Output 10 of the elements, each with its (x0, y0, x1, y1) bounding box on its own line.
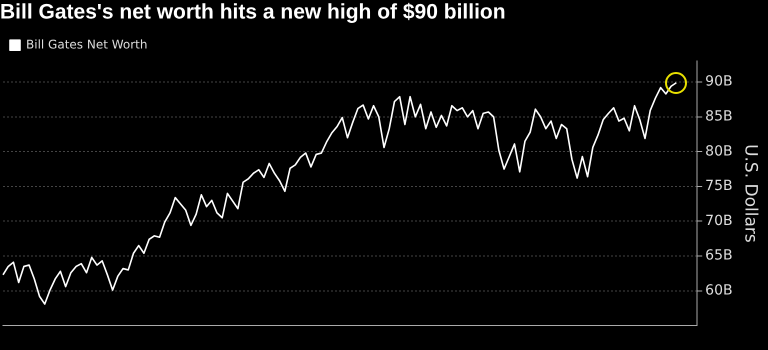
y-tick-label: 75B (705, 178, 733, 194)
y-axis-title: U.S. Dollars (740, 144, 760, 243)
y-tick-label: 90B (705, 74, 733, 90)
y-tick-label: 80B (705, 143, 733, 160)
y-tick-label: 85B (705, 108, 733, 125)
chart-title: Bill Gates's net worth hits a new high of $90 billion (0, 0, 506, 24)
y-tick-label: 60B (705, 282, 733, 298)
y-tick-label: 70B (705, 212, 733, 229)
legend-label: Bill Gates Net Worth (26, 37, 148, 52)
y-tick-label: 65B (705, 248, 733, 264)
